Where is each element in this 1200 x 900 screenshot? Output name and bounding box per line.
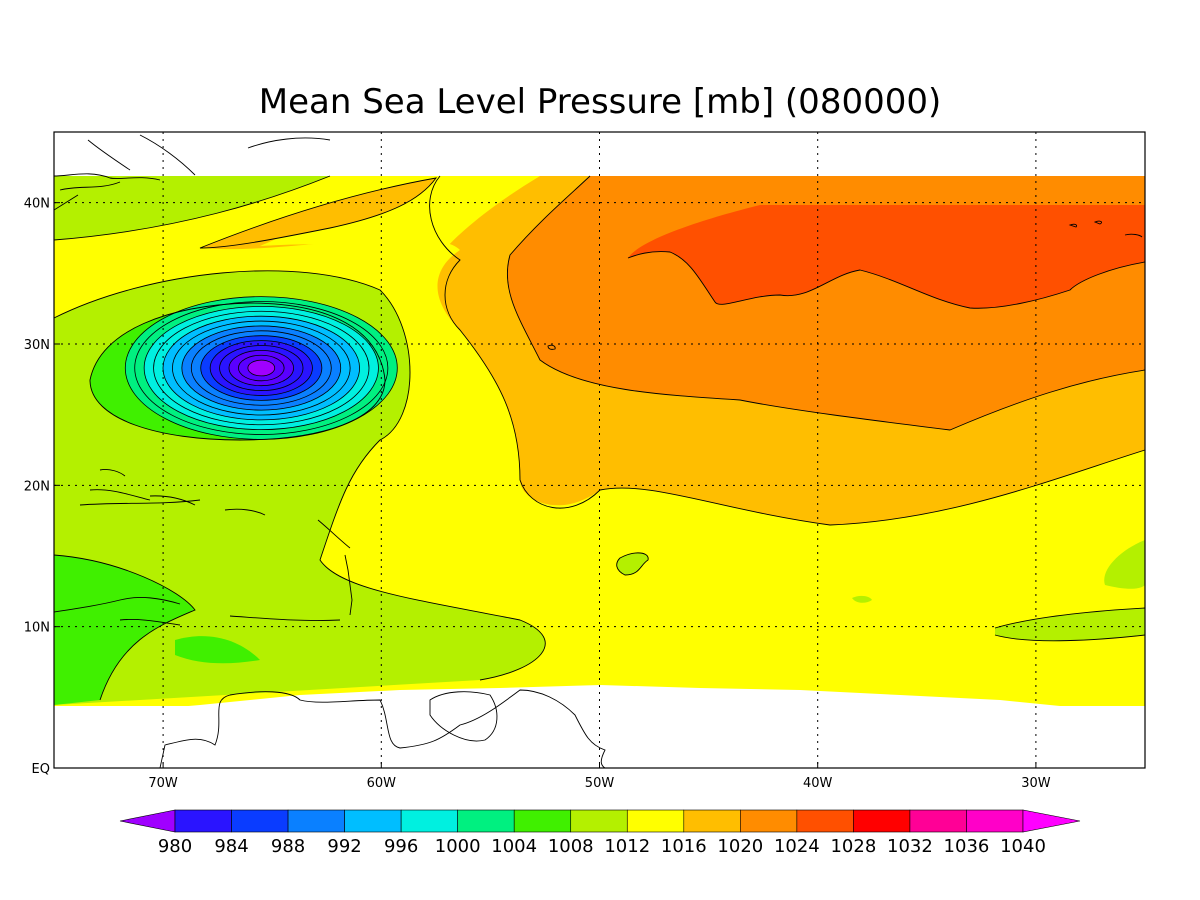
colorbar-label: 996 bbox=[384, 836, 418, 857]
colorbar-label: 1024 bbox=[774, 836, 820, 857]
region-1012-channel bbox=[260, 176, 540, 255]
contour-1012 bbox=[54, 270, 546, 681]
colorbar-box bbox=[853, 809, 911, 833]
y-tick-label: 20N bbox=[24, 479, 50, 494]
colorbar-label: 984 bbox=[214, 836, 248, 857]
x-tick-label: 70W bbox=[148, 776, 178, 791]
region-1004-1008-south bbox=[54, 555, 195, 705]
colorbar-box bbox=[796, 809, 854, 833]
colorbar-low-arrow bbox=[119, 809, 176, 833]
region-1016-streak bbox=[200, 178, 436, 248]
low-pressure-ring bbox=[247, 359, 276, 377]
colorbar-label: 1012 bbox=[604, 836, 650, 857]
region-1008-east-band bbox=[995, 608, 1145, 641]
contour-1016 bbox=[429, 175, 1145, 526]
colorbar-box bbox=[231, 809, 289, 833]
coastline-central-america bbox=[54, 597, 341, 626]
colorbar-box bbox=[740, 809, 798, 833]
coastline-south-america bbox=[159, 689, 606, 768]
x-axis: 70W 60W 50W 40W 30W bbox=[148, 762, 1051, 791]
colorbar-label: 1004 bbox=[491, 836, 537, 857]
colorbar-label: 1040 bbox=[1000, 836, 1046, 857]
coastline-caribbean bbox=[79, 469, 351, 549]
y-axis: EQ 10N 20N 30N 40N bbox=[24, 197, 60, 777]
colorbar-label: 988 bbox=[271, 836, 305, 857]
coastline-guianas bbox=[429, 691, 498, 742]
x-tick-label: 60W bbox=[367, 776, 397, 791]
colorbar-box bbox=[457, 809, 515, 833]
contour-1020 bbox=[506, 175, 1145, 431]
colorbar-label: 992 bbox=[327, 836, 361, 857]
missing-data-south bbox=[54, 685, 1145, 768]
map-graticule bbox=[54, 132, 1145, 768]
contour-1016-streak bbox=[199, 177, 438, 249]
x-tick-label: 30W bbox=[1021, 776, 1051, 791]
colorbar-box bbox=[400, 809, 458, 833]
colorbar: 980 984 988 992 996 1000 1004 1008 1012 1016 1020 1… bbox=[119, 809, 1081, 857]
contour-1008-south bbox=[54, 554, 196, 701]
colorbar-box bbox=[570, 809, 628, 833]
x-tick-label: 40W bbox=[803, 776, 833, 791]
colorbar-label: 1036 bbox=[944, 836, 990, 857]
colorbar-box bbox=[683, 809, 741, 833]
x-tick-label: 50W bbox=[585, 776, 615, 791]
plot-area bbox=[54, 132, 1145, 768]
colorbar-box bbox=[626, 809, 685, 833]
colorbar-box bbox=[966, 809, 1024, 833]
colorbar-box bbox=[344, 809, 402, 833]
region-1008-1012-west bbox=[54, 176, 546, 705]
colorbar-label: 1008 bbox=[548, 836, 594, 857]
colorbar-high-arrow bbox=[1022, 809, 1081, 833]
contour-1012-north bbox=[54, 175, 331, 241]
colorbar-label: 1020 bbox=[717, 836, 763, 857]
region-1004-1008-east bbox=[1104, 540, 1145, 589]
colorbar-label: 1016 bbox=[661, 836, 707, 857]
contour-1004 bbox=[89, 302, 386, 441]
contour-1008-east bbox=[994, 607, 1145, 642]
hurricane-low bbox=[124, 296, 398, 440]
contour-1024 bbox=[627, 251, 1145, 309]
colorbar-box bbox=[287, 809, 345, 833]
coastline-north-america bbox=[54, 134, 331, 211]
y-tick-label: 30N bbox=[24, 338, 50, 353]
colorbar-box bbox=[909, 809, 967, 833]
y-tick-label: EQ bbox=[32, 762, 50, 777]
colorbar-box bbox=[513, 809, 572, 833]
region-1024-1028 bbox=[628, 205, 1145, 309]
colorbar-label: 1000 bbox=[435, 836, 481, 857]
y-tick-label: 40N bbox=[24, 197, 50, 212]
colorbar-label: 1028 bbox=[830, 836, 876, 857]
contour-1008-blob bbox=[616, 552, 649, 576]
region-1008-small bbox=[852, 595, 872, 603]
region-1008-blob bbox=[616, 552, 649, 575]
map-title: Mean Sea Level Pressure [mb] (080000) bbox=[259, 82, 942, 122]
region-1004-1008-ven bbox=[175, 636, 260, 664]
y-tick-label: 10N bbox=[24, 621, 50, 636]
colorbar-label: 1032 bbox=[887, 836, 933, 857]
coastline-antilles bbox=[344, 554, 353, 616]
colorbar-label: 980 bbox=[158, 836, 192, 857]
coastline-islands bbox=[547, 220, 1143, 350]
colorbar-box bbox=[174, 809, 232, 833]
